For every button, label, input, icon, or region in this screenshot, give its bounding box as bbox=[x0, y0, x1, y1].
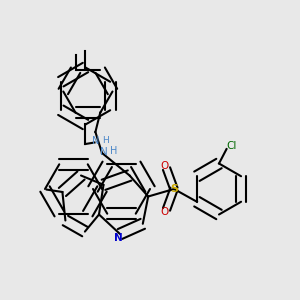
Text: O: O bbox=[160, 207, 168, 218]
Text: H: H bbox=[110, 146, 118, 156]
Text: S: S bbox=[170, 184, 178, 194]
Text: Cl: Cl bbox=[227, 141, 237, 151]
Text: N: N bbox=[92, 136, 100, 146]
Text: N: N bbox=[100, 147, 107, 157]
Text: O: O bbox=[160, 160, 168, 171]
Text: H: H bbox=[103, 136, 109, 145]
Text: N: N bbox=[114, 232, 123, 243]
